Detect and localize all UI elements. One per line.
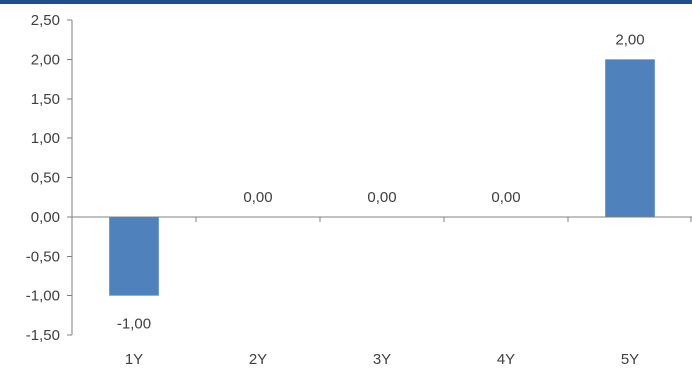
y-tick-label: 0,00	[31, 209, 60, 226]
data-label: 0,00	[367, 189, 396, 206]
y-tick-label: 1,50	[31, 91, 60, 108]
x-category-label: 3Y	[373, 351, 391, 368]
y-tick-label: 1,00	[31, 130, 60, 147]
bar-1y	[109, 216, 159, 296]
y-tick-label: -1,50	[26, 327, 60, 344]
x-category-label: 2Y	[249, 351, 267, 368]
y-tick-label: 2,50	[31, 12, 60, 29]
data-label: 0,00	[243, 189, 272, 206]
data-label: 0,00	[491, 189, 520, 206]
y-tick-label: -0,50	[26, 248, 60, 265]
x-category-label: 1Y	[125, 351, 143, 368]
y-axis: 2,50 2,00 1,50 1,00 0,50 0,00 -0,50 -1,00 -1,50	[26, 12, 73, 344]
y-tick-label: -1,00	[26, 288, 60, 305]
y-tick-label: 2,00	[31, 51, 60, 68]
y-tick-label: 0,50	[31, 170, 60, 187]
x-axis: 1Y 2Y 3Y 4Y 5Y	[71, 216, 692, 368]
data-label: 2,00	[615, 31, 644, 48]
bar-5y	[605, 59, 655, 217]
data-labels: -1,00 0,00 0,00 0,00 2,00	[117, 31, 645, 332]
data-label: -1,00	[117, 316, 151, 333]
top-border	[0, 0, 692, 4]
x-category-label: 5Y	[621, 351, 639, 368]
x-category-label: 4Y	[497, 351, 515, 368]
bars	[109, 59, 655, 296]
